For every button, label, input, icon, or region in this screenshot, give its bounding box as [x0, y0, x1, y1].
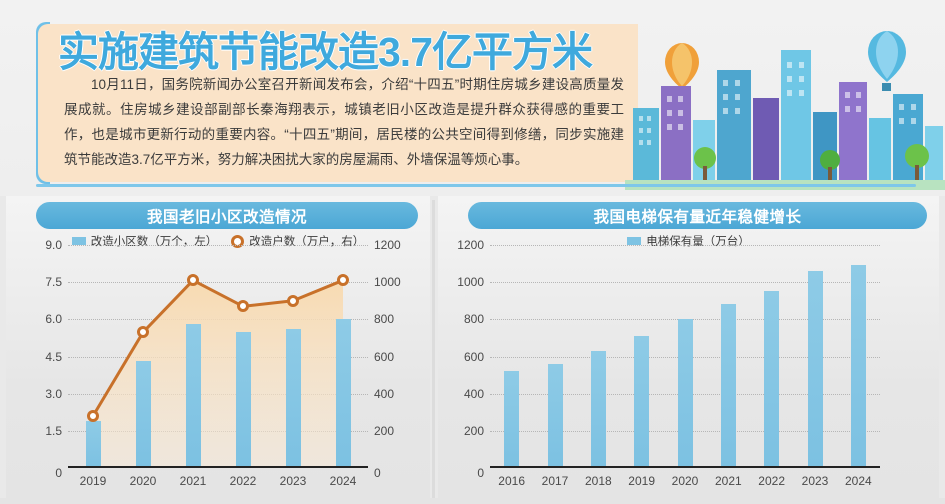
y-axis-tick-left: 800: [463, 312, 484, 327]
x-axis-tick-2021: 2021: [714, 474, 742, 488]
chart-title-right: 我国电梯保有量近年稳健增长: [468, 202, 927, 229]
x-axis-tick-2018: 2018: [584, 474, 612, 488]
x-axis-tick-2020: 2020: [129, 474, 157, 488]
plot-area-right: 1200 1000 800 600 400 200 0 2016 2017 2018 2019 202…: [457, 239, 880, 488]
legend-swatch-bar-icon: [627, 237, 642, 245]
bar-2019: [86, 420, 101, 468]
header-accent-bracket: [36, 22, 50, 184]
bar-2021: [186, 324, 201, 468]
y-axis-tick-left: 3.0: [45, 386, 62, 401]
chart-panel-left: 我国老旧小区改造情况 改造小区数（万个，左） 改造户数（万户，右） 9.0 7.5…: [6, 196, 430, 504]
x-axis-line: [68, 466, 368, 468]
hot-air-balloon-left: [665, 42, 699, 97]
bar-2018: [591, 350, 606, 468]
x-axis-tick-2021: 2021: [179, 474, 207, 488]
x-axis-tick-2023: 2023: [801, 474, 829, 488]
plot-area-left: 9.0 7.5 6.0 4.5 3.0 1.5 0 1200 1000 800 600 400 200 0…: [45, 239, 400, 488]
line-marker-2022: [237, 300, 249, 313]
line-marker-2019: [87, 409, 99, 422]
y-axis-tick-right: 1200: [374, 238, 401, 252]
line-marker-2024: [337, 274, 349, 287]
y-axis-tick-right: 800: [374, 312, 395, 327]
line-marker-2021: [187, 274, 199, 287]
y-axis-tick-left: 1000: [457, 275, 484, 290]
bar-2020: [678, 319, 693, 468]
bar-2019: [634, 336, 649, 468]
x-axis-tick-2019: 2019: [628, 474, 656, 488]
gridline: [490, 282, 880, 284]
header-card-background: [38, 24, 638, 182]
page-title: 实施建筑节能改造3.7亿平方米: [58, 29, 593, 75]
bar-2023: [808, 271, 823, 468]
y-axis-tick-left: 1200: [457, 238, 484, 252]
y-axis-tick-right: 0: [374, 466, 381, 480]
bar-2022: [236, 331, 251, 468]
bar-2016: [504, 371, 519, 468]
x-axis-tick-2017: 2017: [541, 474, 569, 488]
x-axis-tick-2022: 2022: [229, 474, 257, 488]
x-axis-tick-2020: 2020: [671, 474, 699, 488]
header-banner: 实施建筑节能改造3.7亿平方米 10月11日，国务院新闻办公室召开新闻发布会，介…: [0, 0, 945, 196]
header-underline: [36, 184, 916, 187]
y-axis-tick-left: 9.0: [45, 238, 62, 252]
y-axis-tick-left: 6.0: [45, 312, 62, 327]
bottom-strip: [0, 498, 945, 504]
bar-2024: [336, 319, 351, 468]
y-axis-tick-left: 0: [55, 466, 62, 480]
x-axis-tick-2019: 2019: [79, 474, 107, 488]
line-marker-2023: [287, 294, 299, 307]
chart-title-left: 我国老旧小区改造情况: [36, 202, 418, 229]
bar-2017: [548, 363, 563, 468]
hot-air-balloon-right: [868, 31, 906, 91]
line-marker-2020: [137, 326, 149, 339]
y-axis-tick-right: 400: [374, 386, 395, 401]
x-axis-tick-2024: 2024: [844, 474, 872, 488]
x-axis-tick-2022: 2022: [758, 474, 786, 488]
chart-panel-right: 我国电梯保有量近年稳健增长 电梯保有量（万台） 1200 1000 800 600 40…: [438, 196, 939, 504]
x-axis-tick-2016: 2016: [498, 474, 526, 488]
bar-2023: [286, 329, 301, 468]
article-body: 10月11日，国务院新闻办公室召开新闻发布会，介绍“十四五”时期住房城乡建设高质…: [64, 77, 624, 167]
gridline: [68, 245, 368, 246]
cityscape-illustration: [625, 0, 945, 190]
x-axis-tick-2024: 2024: [329, 474, 357, 488]
bar-2020: [136, 361, 151, 468]
x-axis-tick-2023: 2023: [279, 474, 307, 488]
line-series-area: [91, 278, 344, 468]
y-axis-tick-left: 7.5: [45, 275, 62, 290]
y-axis-tick-right: 600: [374, 349, 395, 364]
gridline: [68, 282, 368, 284]
y-axis-tick-left: 4.5: [45, 349, 62, 364]
y-axis-tick-left: 400: [463, 386, 484, 401]
x-axis-line: [490, 466, 880, 468]
y-axis-tick-left: 1.5: [45, 423, 62, 438]
legend-swatch-bar-icon: [71, 237, 86, 245]
gridline: [490, 245, 880, 246]
bar-2024: [851, 265, 866, 468]
panel-divider: [432, 200, 435, 500]
bar-2021: [721, 304, 736, 468]
y-axis-tick-left: 0: [477, 466, 484, 480]
bar-2022: [764, 291, 779, 468]
y-axis-tick-right: 200: [374, 423, 395, 438]
y-axis-tick-left: 200: [463, 423, 484, 438]
y-axis-tick-left: 600: [463, 349, 484, 364]
tree-group: [694, 144, 929, 180]
legend-swatch-circle-icon: [231, 234, 245, 248]
y-axis-tick-right: 1000: [374, 275, 401, 290]
